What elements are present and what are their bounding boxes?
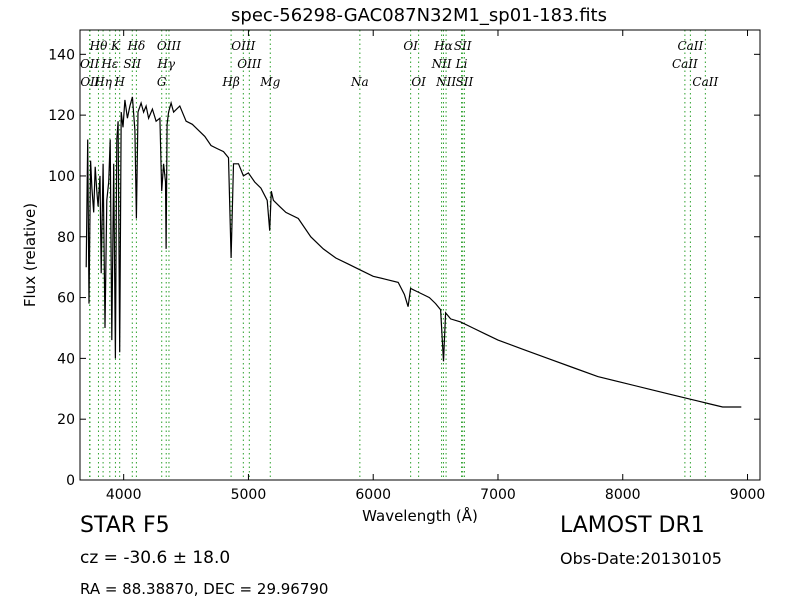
object-type: STAR F5	[80, 513, 170, 538]
label-lines_low-6: Na	[350, 75, 369, 89]
label-lines_top-2: Hδ	[127, 39, 146, 53]
chart-title: spec-56298-GAC087N32M1_sp01-183.fits	[231, 5, 607, 26]
x-tick-label-2: 6000	[355, 487, 391, 503]
label-lines_top-0: Hθ	[89, 39, 108, 53]
label-lines_top-6: Hα	[433, 39, 453, 53]
x-axis-ticks: 4000 5000 6000 7000 8000 9000	[106, 30, 765, 503]
spectrum-line	[85, 96, 742, 408]
survey-name: LAMOST DR1	[560, 513, 705, 538]
label-lines_low-7: OI	[411, 75, 426, 89]
label-lines_low-2: H	[113, 75, 125, 89]
x-tick-label-1: 5000	[231, 487, 267, 503]
y-axis-ticks: 0 20 40 60 80 100 120 140	[48, 47, 760, 489]
x-tick-label-5: 9000	[730, 487, 766, 503]
redshift-value: cz = -30.6 ± 18.0	[80, 548, 231, 568]
y-tick-label-2: 40	[57, 351, 75, 367]
x-tick-label-0: 4000	[106, 487, 142, 503]
coordinates: RA = 88.38870, DEC = 29.96790	[80, 580, 329, 598]
emission-line-markers	[89, 30, 706, 480]
label-lines_top-5: OI	[403, 39, 418, 53]
label-lines_mid-2: SII	[123, 57, 141, 71]
x-axis-label: Wavelength (Å)	[362, 506, 478, 525]
label-lines_top-4: OIII	[231, 39, 255, 53]
label-lines_low-0: OII	[80, 75, 100, 89]
label-lines_low-10: CaII	[692, 75, 718, 89]
plot-frame	[79, 29, 761, 481]
label-lines_top-7: SII	[454, 39, 472, 53]
label-lines_mid-6: Li	[455, 57, 468, 71]
x-tick-label-4: 8000	[605, 487, 641, 503]
label-lines_top-1: K	[110, 39, 121, 53]
y-tick-label-0: 0	[66, 473, 75, 489]
label-lines_mid-1: Hε	[100, 57, 118, 71]
observation-date: Obs-Date:20130105	[560, 549, 722, 568]
label-lines_mid-0: OII	[80, 57, 100, 71]
label-lines_low-1: Hη	[93, 75, 112, 89]
y-tick-label-5: 100	[48, 169, 75, 185]
label-lines_mid-7: CaII	[672, 57, 698, 71]
y-tick-label-7: 140	[48, 47, 75, 63]
label-lines_low-9: SII	[456, 75, 474, 89]
x-tick-label-3: 7000	[480, 487, 516, 503]
y-tick-label-3: 60	[57, 291, 75, 307]
label-lines_low-5: Mg	[259, 75, 280, 89]
y-tick-label-4: 80	[57, 230, 75, 246]
y-tick-label-1: 20	[57, 412, 75, 428]
label-lines_low-4: Hβ	[221, 75, 239, 89]
label-lines_top-8: CaII	[677, 39, 703, 53]
label-lines_low-8: NII	[435, 75, 456, 89]
y-axis-label: Flux (relative)	[21, 203, 39, 307]
y-tick-label-6: 120	[48, 108, 75, 124]
label-lines_top-3: OIII	[157, 39, 181, 53]
label-lines_mid-5: NII	[431, 57, 452, 71]
label-lines_mid-4: OIII	[237, 57, 261, 71]
label-lines_mid-3: Hγ	[156, 57, 175, 71]
label-lines_low-3: G	[157, 75, 167, 89]
